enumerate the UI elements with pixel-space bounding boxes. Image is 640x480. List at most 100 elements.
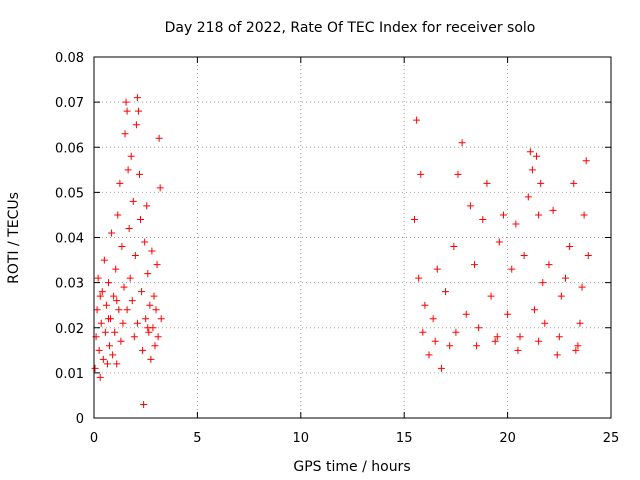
data-point bbox=[113, 360, 121, 368]
data-point bbox=[120, 283, 128, 291]
data-point bbox=[466, 202, 474, 210]
data-point bbox=[111, 328, 119, 336]
data-point bbox=[555, 333, 563, 341]
data-point bbox=[553, 351, 561, 359]
data-point bbox=[537, 179, 545, 187]
data-point bbox=[153, 261, 161, 269]
data-point bbox=[143, 202, 151, 210]
data-point bbox=[108, 229, 116, 237]
data-point bbox=[570, 179, 578, 187]
data-point bbox=[110, 292, 118, 300]
data-point bbox=[140, 400, 148, 408]
data-points bbox=[91, 94, 592, 408]
data-point bbox=[151, 342, 159, 350]
data-point bbox=[154, 333, 162, 341]
data-point bbox=[129, 197, 137, 205]
data-point bbox=[155, 134, 163, 142]
data-point bbox=[141, 238, 149, 246]
data-point bbox=[145, 328, 153, 336]
data-point bbox=[117, 337, 125, 345]
data-point bbox=[125, 224, 133, 232]
data-point bbox=[109, 351, 117, 359]
data-point bbox=[442, 288, 450, 296]
data-point bbox=[94, 274, 102, 282]
data-point bbox=[142, 315, 150, 323]
x-tick-label: 25 bbox=[603, 431, 620, 446]
data-point bbox=[417, 170, 425, 178]
data-point bbox=[96, 373, 104, 381]
data-point bbox=[122, 98, 130, 106]
data-point bbox=[458, 139, 466, 147]
data-point bbox=[135, 170, 143, 178]
y-tick-label: 0.07 bbox=[55, 96, 84, 111]
data-point bbox=[119, 319, 127, 327]
data-point bbox=[138, 288, 146, 296]
y-tick-label: 0.02 bbox=[55, 322, 84, 337]
data-point bbox=[133, 94, 141, 102]
axis-ticks: 0 5 10 15 20 25 0 0.01 0.02 0.03 0.04 0.05 0.06 0.07 0… bbox=[55, 51, 619, 446]
x-tick-label: 10 bbox=[293, 431, 310, 446]
data-point bbox=[493, 333, 501, 341]
data-point bbox=[483, 179, 491, 187]
data-point bbox=[508, 265, 516, 273]
data-point bbox=[431, 337, 439, 345]
data-point bbox=[566, 243, 574, 251]
data-point bbox=[582, 157, 590, 165]
data-point bbox=[131, 252, 139, 260]
data-point bbox=[132, 121, 140, 129]
data-point bbox=[473, 342, 481, 350]
y-tick-label: 0 bbox=[76, 412, 84, 427]
data-point bbox=[545, 261, 553, 269]
data-point bbox=[147, 355, 155, 363]
data-point bbox=[104, 315, 112, 323]
data-point bbox=[413, 116, 421, 124]
data-point bbox=[130, 333, 138, 341]
data-point bbox=[91, 364, 99, 372]
data-point bbox=[127, 152, 135, 160]
data-point bbox=[419, 328, 427, 336]
data-point bbox=[146, 301, 154, 309]
y-tick-label: 0.01 bbox=[55, 367, 84, 382]
y-tick-label: 0.06 bbox=[55, 141, 84, 156]
data-point bbox=[425, 351, 433, 359]
data-point bbox=[152, 306, 160, 314]
data-point bbox=[102, 301, 110, 309]
data-point bbox=[99, 355, 107, 363]
data-point bbox=[526, 148, 534, 156]
data-point bbox=[578, 283, 586, 291]
x-tick-label: 20 bbox=[499, 431, 516, 446]
data-point bbox=[557, 292, 565, 300]
data-point bbox=[148, 247, 156, 255]
data-point bbox=[150, 292, 158, 300]
x-tick-label: 5 bbox=[193, 431, 201, 446]
data-point bbox=[535, 337, 543, 345]
data-point bbox=[124, 166, 132, 174]
data-point bbox=[530, 306, 538, 314]
data-point bbox=[479, 215, 487, 223]
data-point bbox=[487, 292, 495, 300]
data-point bbox=[123, 107, 131, 115]
data-point bbox=[514, 346, 522, 354]
data-point bbox=[137, 215, 145, 223]
data-point bbox=[499, 211, 507, 219]
data-point bbox=[104, 279, 112, 287]
data-point bbox=[118, 243, 126, 251]
data-point bbox=[134, 107, 142, 115]
data-point bbox=[93, 306, 101, 314]
data-point bbox=[454, 170, 462, 178]
data-point bbox=[112, 265, 120, 273]
data-point bbox=[116, 179, 124, 187]
data-point bbox=[541, 319, 549, 327]
data-point bbox=[429, 315, 437, 323]
data-point bbox=[495, 238, 503, 246]
data-point bbox=[123, 306, 131, 314]
data-point bbox=[121, 130, 129, 138]
data-point bbox=[574, 342, 582, 350]
data-point bbox=[96, 292, 104, 300]
chart-title: Day 218 of 2022, Rate Of TEC Index for r… bbox=[165, 20, 536, 36]
data-point bbox=[144, 324, 152, 332]
y-tick-label: 0.05 bbox=[55, 186, 84, 201]
x-tick-label: 0 bbox=[90, 431, 98, 446]
data-point bbox=[576, 319, 584, 327]
